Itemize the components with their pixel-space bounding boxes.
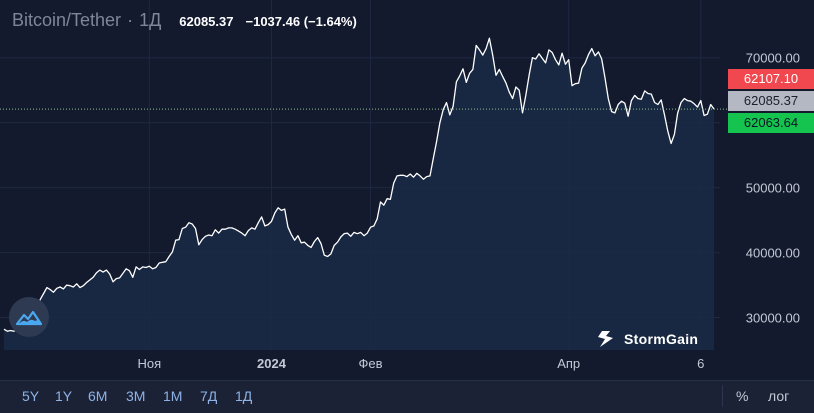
x-tick-label: 6: [697, 356, 704, 371]
range-toolbar: 5Y 1Y 6M 3M 1M 7Д 1Д % лог: [0, 380, 814, 413]
range-button-7d[interactable]: 7Д: [200, 388, 218, 404]
stormgain-lightning-icon: [598, 331, 613, 347]
percent-scale-toggle[interactable]: %: [736, 388, 749, 404]
interval-label[interactable]: 1Д: [139, 10, 162, 30]
chart-header: Bitcoin/Tether · 1Д 62085.37 −1037.46 (−…: [12, 10, 357, 32]
brand-name: StormGain: [624, 331, 699, 347]
x-tick-label: 2024: [257, 356, 287, 371]
y-tick-label: 70000.00: [746, 51, 800, 66]
range-button-1y[interactable]: 1Y: [55, 388, 73, 404]
price-chart[interactable]: 30000.0040000.0050000.0060000.0070000.00…: [0, 0, 814, 380]
range-button-1d[interactable]: 1Д: [235, 388, 253, 404]
y-tick-label: 50000.00: [746, 181, 800, 196]
price-area-fill: [4, 38, 714, 350]
price-line: [3, 37, 715, 332]
y-tick-label: 40000.00: [746, 246, 800, 261]
symbol-title[interactable]: Bitcoin/Tether: [12, 10, 122, 30]
y-tick-label: 30000.00: [746, 311, 800, 326]
ask-price-tag: 62107.10: [728, 69, 814, 89]
range-button-6m[interactable]: 6M: [88, 388, 108, 404]
log-scale-toggle[interactable]: лог: [768, 388, 790, 404]
range-button-1m[interactable]: 1M: [163, 388, 183, 404]
last-price-tag: 62085.37: [728, 91, 814, 111]
brand-watermark: StormGain: [596, 329, 698, 349]
range-button-3m[interactable]: 3M: [126, 388, 146, 404]
range-button-5y[interactable]: 5Y: [22, 388, 40, 404]
toolbar-divider: [722, 385, 723, 407]
mountain-cloud-logo-icon[interactable]: [9, 297, 49, 337]
x-tick-label: Апр: [557, 356, 580, 371]
title-separator: ·: [127, 10, 134, 30]
x-tick-label: Ноя: [137, 356, 161, 371]
last-price: 62085.37: [179, 14, 234, 29]
price-change: −1037.46 (−1.64%): [245, 14, 357, 29]
x-axis[interactable]: Ноя 2024 Фев Апр 6: [137, 356, 704, 371]
x-tick-label: Фев: [359, 356, 383, 371]
bid-price-tag: 62063.64: [728, 113, 814, 133]
